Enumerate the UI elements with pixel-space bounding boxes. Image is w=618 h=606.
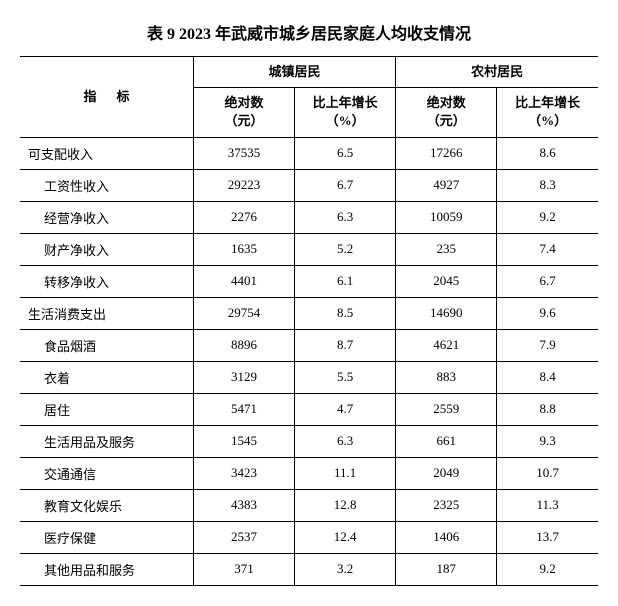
rural-growth-cell: 9.2 bbox=[497, 553, 598, 585]
rural-growth-cell: 7.9 bbox=[497, 329, 598, 361]
table-row: 教育文化娱乐438312.8232511.3 bbox=[20, 489, 598, 521]
row-label: 教育文化娱乐 bbox=[20, 489, 193, 521]
rural-absolute-cell: 4621 bbox=[396, 329, 497, 361]
rural-absolute-cell: 883 bbox=[396, 361, 497, 393]
urban-absolute-cell: 1635 bbox=[193, 233, 294, 265]
rural-growth-cell: 8.3 bbox=[497, 169, 598, 201]
row-label: 转移净收入 bbox=[20, 265, 193, 297]
row-label: 生活用品及服务 bbox=[20, 425, 193, 457]
table-row: 可支配收入375356.5172668.6 bbox=[20, 137, 598, 169]
table-title: 表 9 2023 年武威市城乡居民家庭人均收支情况 bbox=[20, 20, 598, 44]
rural-growth-cell: 9.3 bbox=[497, 425, 598, 457]
urban-growth-cell: 6.1 bbox=[295, 265, 396, 297]
row-label: 财产净收入 bbox=[20, 233, 193, 265]
table-row: 食品烟酒88968.746217.9 bbox=[20, 329, 598, 361]
table-row: 生活消费支出297548.5146909.6 bbox=[20, 297, 598, 329]
rural-growth-cell: 8.6 bbox=[497, 137, 598, 169]
row-label: 其他用品和服务 bbox=[20, 553, 193, 585]
urban-growth-cell: 12.8 bbox=[295, 489, 396, 521]
rural-absolute-cell: 2049 bbox=[396, 457, 497, 489]
rural-absolute-cell: 2045 bbox=[396, 265, 497, 297]
rural-absolute-cell: 17266 bbox=[396, 137, 497, 169]
row-label: 食品烟酒 bbox=[20, 329, 193, 361]
urban-absolute-cell: 3423 bbox=[193, 457, 294, 489]
header-rural-absolute: 绝对数（元） bbox=[396, 88, 497, 137]
rural-absolute-cell: 4927 bbox=[396, 169, 497, 201]
urban-growth-cell: 6.3 bbox=[295, 201, 396, 233]
table-row: 医疗保健253712.4140613.7 bbox=[20, 521, 598, 553]
urban-absolute-cell: 4401 bbox=[193, 265, 294, 297]
table-row: 工资性收入292236.749278.3 bbox=[20, 169, 598, 201]
rural-growth-cell: 9.2 bbox=[497, 201, 598, 233]
rural-growth-cell: 7.4 bbox=[497, 233, 598, 265]
urban-absolute-cell: 2537 bbox=[193, 521, 294, 553]
urban-absolute-cell: 29223 bbox=[193, 169, 294, 201]
rural-absolute-cell: 661 bbox=[396, 425, 497, 457]
urban-absolute-cell: 8896 bbox=[193, 329, 294, 361]
rural-absolute-cell: 187 bbox=[396, 553, 497, 585]
rural-absolute-cell: 235 bbox=[396, 233, 497, 265]
row-label: 居住 bbox=[20, 393, 193, 425]
header-rural: 农村居民 bbox=[396, 57, 598, 88]
rural-growth-cell: 8.8 bbox=[497, 393, 598, 425]
rural-absolute-cell: 14690 bbox=[396, 297, 497, 329]
urban-absolute-cell: 1545 bbox=[193, 425, 294, 457]
urban-absolute-cell: 37535 bbox=[193, 137, 294, 169]
table-row: 转移净收入44016.120456.7 bbox=[20, 265, 598, 297]
row-label: 医疗保健 bbox=[20, 521, 193, 553]
rural-growth-cell: 13.7 bbox=[497, 521, 598, 553]
header-rural-growth: 比上年增长（%） bbox=[497, 88, 598, 137]
rural-growth-cell: 6.7 bbox=[497, 265, 598, 297]
row-label: 可支配收入 bbox=[20, 137, 193, 169]
header-indicator: 指标 bbox=[20, 57, 193, 138]
urban-growth-cell: 3.2 bbox=[295, 553, 396, 585]
table-row: 居住54714.725598.8 bbox=[20, 393, 598, 425]
income-expense-table: 指标 城镇居民 农村居民 绝对数（元） 比上年增长（%） 绝对数（元） 比上年增… bbox=[20, 56, 598, 586]
row-label: 工资性收入 bbox=[20, 169, 193, 201]
rural-absolute-cell: 10059 bbox=[396, 201, 497, 233]
urban-growth-cell: 6.7 bbox=[295, 169, 396, 201]
rural-growth-cell: 8.4 bbox=[497, 361, 598, 393]
rural-growth-cell: 9.6 bbox=[497, 297, 598, 329]
row-label: 衣着 bbox=[20, 361, 193, 393]
table-row: 衣着31295.58838.4 bbox=[20, 361, 598, 393]
urban-absolute-cell: 371 bbox=[193, 553, 294, 585]
row-label: 经营净收入 bbox=[20, 201, 193, 233]
table-row: 交通通信342311.1204910.7 bbox=[20, 457, 598, 489]
urban-absolute-cell: 5471 bbox=[193, 393, 294, 425]
urban-growth-cell: 8.7 bbox=[295, 329, 396, 361]
urban-growth-cell: 5.5 bbox=[295, 361, 396, 393]
urban-growth-cell: 12.4 bbox=[295, 521, 396, 553]
header-urban-growth: 比上年增长（%） bbox=[295, 88, 396, 137]
rural-growth-cell: 10.7 bbox=[497, 457, 598, 489]
urban-growth-cell: 5.2 bbox=[295, 233, 396, 265]
header-urban: 城镇居民 bbox=[193, 57, 395, 88]
table-row: 经营净收入22766.3100599.2 bbox=[20, 201, 598, 233]
urban-absolute-cell: 2276 bbox=[193, 201, 294, 233]
rural-absolute-cell: 2325 bbox=[396, 489, 497, 521]
urban-growth-cell: 11.1 bbox=[295, 457, 396, 489]
table-row: 其他用品和服务3713.21879.2 bbox=[20, 553, 598, 585]
rural-absolute-cell: 2559 bbox=[396, 393, 497, 425]
row-label: 交通通信 bbox=[20, 457, 193, 489]
urban-growth-cell: 6.3 bbox=[295, 425, 396, 457]
table-row: 生活用品及服务15456.36619.3 bbox=[20, 425, 598, 457]
row-label: 生活消费支出 bbox=[20, 297, 193, 329]
urban-absolute-cell: 29754 bbox=[193, 297, 294, 329]
table-row: 财产净收入16355.22357.4 bbox=[20, 233, 598, 265]
urban-growth-cell: 6.5 bbox=[295, 137, 396, 169]
urban-growth-cell: 4.7 bbox=[295, 393, 396, 425]
urban-absolute-cell: 4383 bbox=[193, 489, 294, 521]
urban-absolute-cell: 3129 bbox=[193, 361, 294, 393]
rural-growth-cell: 11.3 bbox=[497, 489, 598, 521]
urban-growth-cell: 8.5 bbox=[295, 297, 396, 329]
rural-absolute-cell: 1406 bbox=[396, 521, 497, 553]
header-urban-absolute: 绝对数（元） bbox=[193, 88, 294, 137]
